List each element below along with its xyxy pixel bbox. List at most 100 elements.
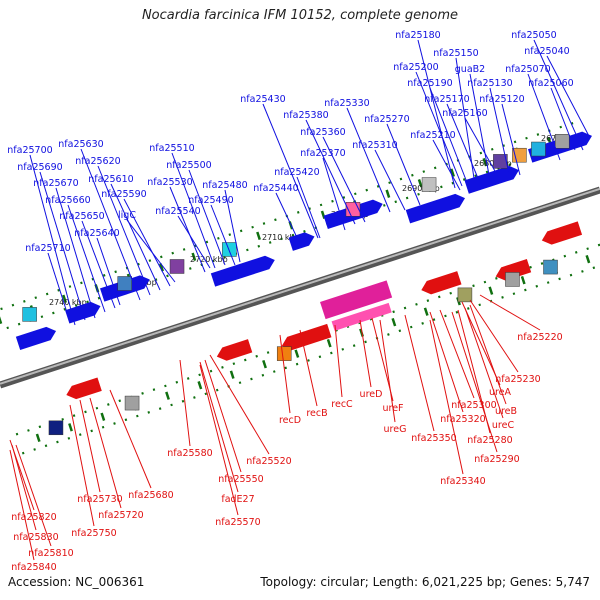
forward-feature-block bbox=[117, 276, 132, 291]
gene-label: nfa25360 bbox=[300, 127, 345, 138]
gene-leader-line bbox=[305, 119, 356, 225]
gene-label: nfa25310 bbox=[352, 140, 397, 151]
reverse-gene-arrow bbox=[281, 323, 332, 351]
gene-label: nfa25710 bbox=[25, 243, 70, 254]
gene-leader-line bbox=[346, 107, 391, 213]
scale-tick-mark bbox=[165, 391, 170, 400]
gene-label: nfa25210 bbox=[410, 130, 455, 141]
scale-label: 2680 kbp bbox=[474, 159, 512, 168]
gene-leader-line bbox=[464, 307, 504, 419]
gene-leader-line bbox=[188, 169, 226, 266]
gene-label: nfa25300 bbox=[451, 400, 496, 411]
gene-leader-line bbox=[47, 252, 71, 323]
gene-label: nfa25270 bbox=[364, 114, 409, 125]
gene-label: nfa25630 bbox=[58, 139, 103, 150]
scale-tick-mark bbox=[262, 360, 267, 369]
scale-tick-mark bbox=[197, 381, 203, 390]
scale-tick-mark bbox=[0, 316, 3, 325]
scale-tick-mark bbox=[585, 254, 591, 264]
gene-label: ureG bbox=[384, 424, 407, 435]
gene-label: nfa25420 bbox=[274, 167, 319, 178]
gene-leader-line bbox=[210, 204, 236, 266]
gene-label: nfa25170 bbox=[424, 94, 469, 105]
gene-leader-line bbox=[359, 319, 372, 388]
gene-label: ureB bbox=[495, 406, 517, 417]
gene-label: ureA bbox=[489, 387, 512, 398]
gene-leader-line bbox=[527, 73, 561, 161]
reverse-feature-block bbox=[505, 272, 520, 287]
gene-label: nfa25540 bbox=[155, 206, 200, 217]
reverse-feature-block bbox=[331, 302, 392, 331]
gene-leader-line bbox=[39, 171, 86, 321]
gene-label: ureC bbox=[492, 420, 515, 431]
gene-label: nfa25530 bbox=[147, 177, 192, 188]
gene-leader-line bbox=[11, 444, 37, 531]
scale-tick-mark bbox=[159, 263, 164, 272]
gene-leader-line bbox=[29, 154, 76, 326]
gene-leader-line bbox=[55, 187, 96, 319]
forward-gene-arrow bbox=[288, 232, 315, 251]
gene-label: nfa25580 bbox=[167, 448, 212, 459]
gene-leader-line bbox=[374, 149, 406, 211]
forward-feature-block bbox=[222, 242, 237, 257]
forward-feature-block bbox=[22, 307, 37, 322]
gene-leader-line bbox=[179, 359, 191, 447]
gene-label: nfa25500 bbox=[166, 160, 211, 171]
gene-label: ligC bbox=[118, 210, 136, 221]
gene-label: nfa25330 bbox=[324, 98, 369, 109]
scale-tick-mark bbox=[423, 307, 429, 316]
scale-tick-mark bbox=[191, 252, 197, 261]
gene-leader-line bbox=[429, 319, 464, 475]
gene-label: nfa25690 bbox=[17, 162, 62, 173]
gene-leader-line bbox=[109, 389, 152, 489]
scale-tick-mark bbox=[229, 370, 235, 379]
scale-tick-mark bbox=[100, 412, 106, 421]
gene-label: nfa25070 bbox=[505, 64, 550, 75]
gene-label: nfa25570 bbox=[215, 517, 260, 528]
gene-label: nfa25640 bbox=[74, 228, 119, 239]
gene-leader-line bbox=[69, 404, 95, 527]
gene-label: nfa25550 bbox=[218, 474, 263, 485]
gene-label: nfa25680 bbox=[128, 490, 173, 501]
gene-label: nfa25520 bbox=[246, 456, 291, 467]
forward-gene-arrow bbox=[405, 193, 466, 224]
gene-label: nfa25350 bbox=[411, 433, 456, 444]
gene-label: nfa25590 bbox=[101, 189, 146, 200]
gene-leader-line bbox=[429, 311, 464, 413]
gene-leader-line bbox=[96, 237, 121, 306]
gene-leader-line bbox=[89, 397, 122, 509]
scale-tick-mark bbox=[326, 339, 332, 348]
gene-label: nfa25510 bbox=[149, 143, 194, 154]
scale-label: 2740 kbp bbox=[49, 298, 87, 307]
gene-label: nfa25720 bbox=[98, 510, 143, 521]
accession-text: Accession: NC_006361 bbox=[8, 575, 145, 589]
gene-leader-line bbox=[80, 148, 141, 301]
gene-leader-line bbox=[469, 304, 507, 405]
gene-label: nfa25730 bbox=[77, 494, 122, 505]
scale-label: 2720 kbp bbox=[190, 255, 228, 264]
scale-tick-mark bbox=[385, 189, 391, 198]
gene-leader-line bbox=[464, 117, 501, 181]
gene-leader-line bbox=[97, 165, 151, 296]
gene-label: recB bbox=[306, 408, 327, 419]
gene-leader-line bbox=[429, 87, 469, 186]
scale-tick-mark bbox=[417, 179, 423, 188]
reverse-feature-block bbox=[457, 287, 473, 303]
scale-tick-mark bbox=[68, 423, 73, 432]
gene-label: nfa25340 bbox=[440, 476, 485, 487]
gene-leader-line bbox=[404, 314, 435, 432]
forward-feature-block bbox=[531, 141, 546, 157]
gene-label: nfa25180 bbox=[395, 30, 440, 41]
gene-leader-line bbox=[469, 73, 491, 181]
gene-label: nfa25200 bbox=[393, 62, 438, 73]
gene-leader-line bbox=[386, 123, 421, 206]
gene-label: nfa25060 bbox=[528, 78, 573, 89]
scale-tick-mark bbox=[450, 168, 455, 177]
gene-label: nfa25280 bbox=[467, 435, 512, 446]
gene-label: nfa25670 bbox=[33, 178, 78, 189]
gene-leader-line bbox=[489, 87, 511, 179]
gene-leader-line bbox=[126, 219, 176, 283]
gene-leader-line bbox=[123, 198, 171, 287]
gene-label: nfa25810 bbox=[28, 548, 73, 559]
scale-tick-mark bbox=[520, 275, 526, 285]
